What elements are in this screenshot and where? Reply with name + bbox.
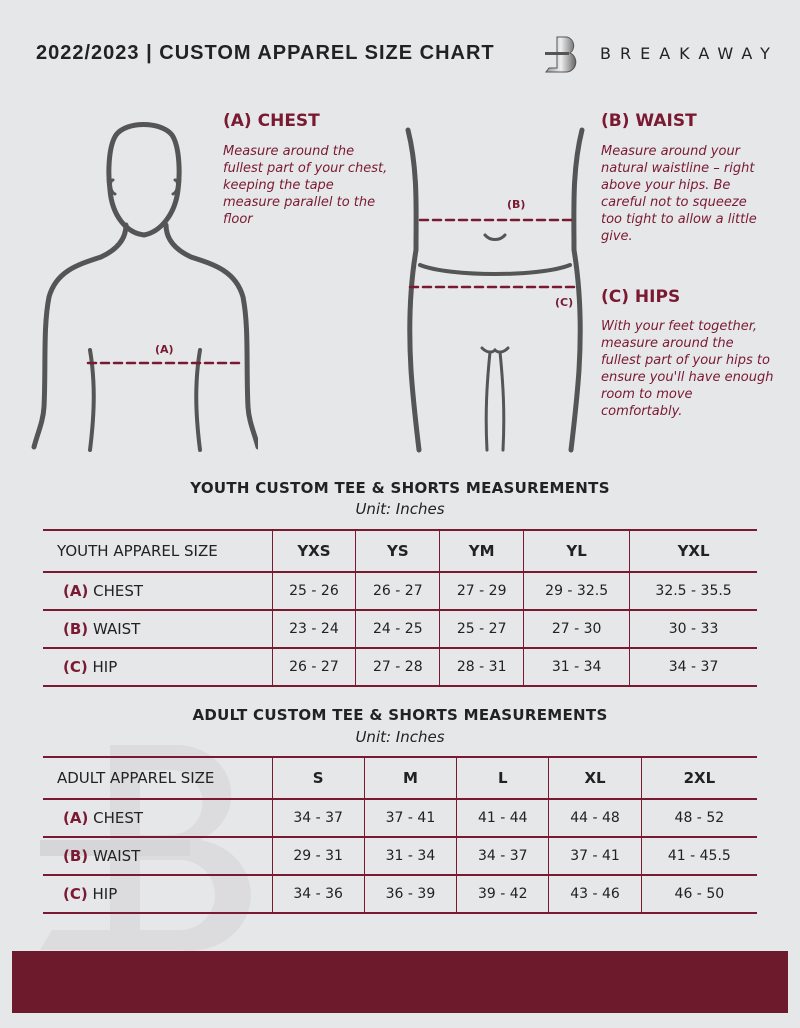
- adult-size-table: ADULT APPAREL SIZE S M L XL 2XL (A) CHEST 34 - …: [43, 756, 757, 914]
- breakaway-logo-icon: [545, 36, 577, 73]
- column-header: ADULT APPAREL SIZE: [43, 756, 272, 800]
- table-cell: 34 - 37: [629, 647, 757, 687]
- row-label-text: WAIST: [92, 620, 141, 638]
- table-cell: 41 - 44: [456, 798, 549, 838]
- table-row: (A) CHEST 34 - 37 37 - 41 41 - 44 44 - 48 48 …: [43, 798, 757, 838]
- column-header: L: [456, 756, 549, 800]
- table-cell: 31 - 34: [363, 836, 457, 876]
- row-label-text: HIP: [92, 658, 118, 676]
- table-cell: 36 - 39: [363, 874, 457, 914]
- waist-description: Measure around your natural waistline – …: [601, 144, 757, 244]
- row-label-text: CHEST: [93, 582, 144, 600]
- column-header: YOUTH APPAREL SIZE: [43, 529, 272, 573]
- row-label: (C) HIP: [43, 874, 272, 914]
- chest-marker: (A): [155, 343, 174, 356]
- column-header: YM: [439, 529, 524, 573]
- row-letter: (A): [63, 582, 89, 600]
- table-row: (C) HIP 26 - 27 27 - 28 28 - 31 31 - 34 34 - …: [43, 647, 757, 687]
- column-header: XL: [548, 756, 642, 800]
- chest-heading: (A) CHEST: [223, 111, 320, 131]
- table-cell: 31 - 34: [523, 647, 630, 687]
- table-cell: 23 - 24: [271, 609, 356, 649]
- youth-table-title: YOUTH CUSTOM TEE & SHORTS MEASUREMENTS: [190, 479, 610, 497]
- column-header: YL: [523, 529, 630, 573]
- table-cell: 28 - 31: [439, 647, 524, 687]
- column-header: YXS: [271, 529, 356, 573]
- row-letter: (C): [63, 658, 88, 676]
- table-cell: 26 - 27: [355, 571, 440, 611]
- table-cell: 25 - 27: [439, 609, 524, 649]
- row-label: (B) WAIST: [43, 836, 272, 876]
- table-cell: 46 - 50: [640, 874, 757, 914]
- table-cell: 37 - 41: [548, 836, 642, 876]
- table-header-row: YOUTH APPAREL SIZE YXS YS YM YL YXL: [43, 529, 757, 573]
- hips-marker: (C): [555, 296, 574, 309]
- table-cell: 48 - 52: [640, 798, 757, 838]
- table-cell: 44 - 48: [548, 798, 642, 838]
- table-cell: 37 - 41: [363, 798, 457, 838]
- row-letter: (C): [63, 885, 88, 903]
- table-row: (C) HIP 34 - 36 36 - 39 39 - 42 43 - 46 46 - …: [43, 874, 757, 914]
- column-header: S: [271, 756, 365, 800]
- brand-name: BREAKAWAY: [600, 44, 779, 63]
- row-letter: (B): [63, 847, 89, 865]
- table-cell: 34 - 36: [271, 874, 365, 914]
- chest-description: Measure around the fullest part of your …: [223, 144, 388, 227]
- column-header: 2XL: [640, 756, 757, 800]
- table-cell: 27 - 28: [355, 647, 440, 687]
- row-label-text: WAIST: [92, 847, 141, 865]
- page-title: 2022/2023 | CUSTOM APPAREL SIZE CHART: [36, 42, 495, 64]
- table-cell: 27 - 29: [439, 571, 524, 611]
- row-label: (A) CHEST: [43, 798, 272, 838]
- hips-description: With your feet together, measure around …: [601, 319, 774, 419]
- table-cell: 34 - 37: [456, 836, 549, 876]
- row-label: (A) CHEST: [43, 571, 272, 611]
- table-cell: 32.5 - 35.5: [629, 571, 757, 611]
- table-cell: 29 - 32.5: [523, 571, 630, 611]
- column-header: YS: [355, 529, 440, 573]
- youth-size-table: YOUTH APPAREL SIZE YXS YS YM YL YXL (A) CHEST 2…: [43, 529, 757, 687]
- adult-table-title: ADULT CUSTOM TEE & SHORTS MEASUREMENTS: [192, 706, 608, 724]
- table-cell: 34 - 37: [271, 798, 365, 838]
- hips-heading: (C) HIPS: [601, 287, 681, 307]
- table-header-row: ADULT APPAREL SIZE S M L XL 2XL: [43, 756, 757, 800]
- lower-body-figure: [405, 127, 585, 453]
- table-cell: 29 - 31: [271, 836, 365, 876]
- upper-body-figure: [31, 122, 258, 452]
- table-cell: 26 - 27: [271, 647, 356, 687]
- youth-unit: Unit: Inches: [355, 500, 445, 518]
- table-cell: 30 - 33: [629, 609, 757, 649]
- column-header: YXL: [629, 529, 757, 573]
- table-row: (A) CHEST 25 - 26 26 - 27 27 - 29 29 - 32.5 3…: [43, 571, 757, 611]
- table-cell: 43 - 46: [548, 874, 642, 914]
- table-row: (B) WAIST 29 - 31 31 - 34 34 - 37 37 - 41 41 …: [43, 836, 757, 876]
- table-cell: 39 - 42: [456, 874, 549, 914]
- waist-heading: (B) WAIST: [601, 111, 697, 131]
- row-label-text: HIP: [92, 885, 118, 903]
- row-label-text: CHEST: [93, 809, 144, 827]
- table-cell: 41 - 45.5: [640, 836, 757, 876]
- row-letter: (A): [63, 809, 89, 827]
- row-letter: (B): [63, 620, 89, 638]
- table-cell: 25 - 26: [271, 571, 356, 611]
- row-label: (C) HIP: [43, 647, 272, 687]
- table-row: (B) WAIST 23 - 24 24 - 25 25 - 27 27 - 30 30 …: [43, 609, 757, 649]
- adult-unit: Unit: Inches: [355, 728, 445, 746]
- waist-marker: (B): [507, 198, 526, 211]
- row-label: (B) WAIST: [43, 609, 272, 649]
- footer-bar: [12, 951, 788, 1013]
- column-header: M: [363, 756, 457, 800]
- table-cell: 24 - 25: [355, 609, 440, 649]
- table-cell: 27 - 30: [523, 609, 630, 649]
